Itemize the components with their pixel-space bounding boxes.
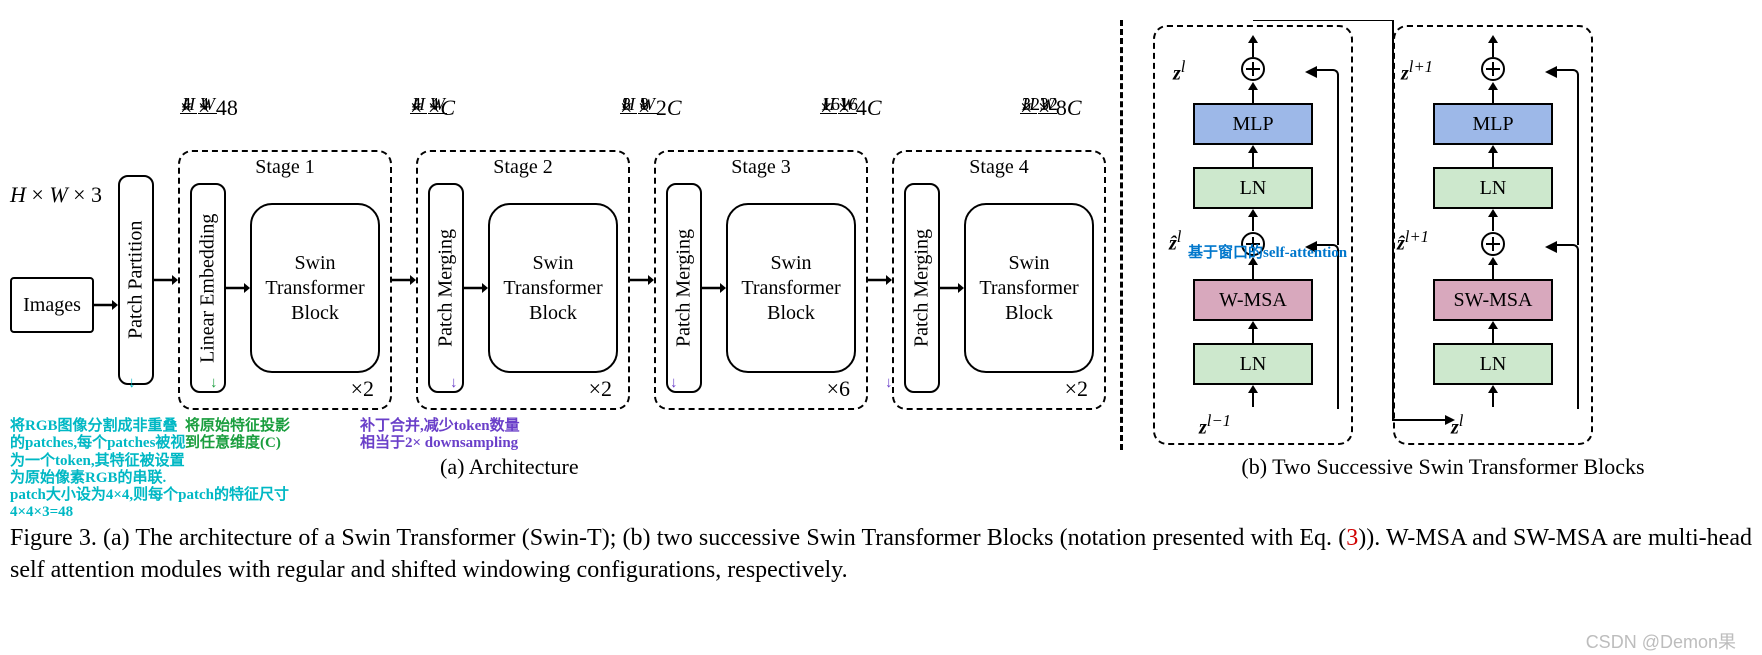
stage-mult: ×2 [589,376,612,402]
skip-connection [1553,244,1579,409]
patch-merging-box: Patch Merging [428,183,464,393]
z-l-label: zl [1173,57,1185,86]
swin-block: SwinTransformerBlock [726,203,856,373]
patch-partition-box: Patch Partition [118,175,154,385]
arrow-icon [868,279,892,281]
anno-arrow-down: ↓ [210,375,218,392]
stage-label: Stage 4 [894,156,1104,179]
patch-merging-box: Patch Merging [666,183,702,393]
anno-arrow-down: ↓ [885,375,893,392]
arrow-icon [464,287,488,289]
inter-block-connection [1243,20,1503,440]
stage-3: Stage 3 Patch Merging SwinTransformerBlo… [654,150,868,410]
arrow-icon [94,304,118,306]
linear-embedding-annotation: 将原始特征投影到任意维度(C) [185,418,335,453]
images-box: Images [10,277,94,333]
stage-2: Stage 2 Patch Merging SwinTransformerBlo… [416,150,630,410]
patch-merging-box: Patch Merging [904,183,940,393]
stage-mult: ×2 [351,376,374,402]
input-dim: H × W × 3 [10,182,102,208]
sub-caption-a: (a) Architecture [440,454,579,480]
z-l-1-label: zl−1 [1199,411,1231,440]
eq-ref: 3 [1346,525,1358,551]
arrow-icon [702,287,726,289]
caption-text: (a) The architecture of a Swin Transform… [103,525,1346,551]
stage-label: Stage 1 [180,156,390,179]
anno-arrow-down: ↓ [670,375,678,392]
stage-mult: ×2 [1065,376,1088,402]
anno-arrow-down: ↓ [128,375,136,392]
diagram-row: H4 × W4 × 48 H4 × W4 × C H8 × W8 × 2C H1… [10,10,1752,510]
architecture-diagram: H4 × W4 × 48 H4 × W4 × C H8 × W8 × 2C H1… [10,10,1110,510]
figure-3: H4 × W4 × 48 H4 × W4 × C H8 × W8 × 2C H1… [10,10,1752,587]
caption-prefix: Figure 3. [10,525,97,551]
zhat-l-label: ẑl [1169,227,1181,256]
separator [1120,20,1123,450]
arrow-icon [940,287,964,289]
arrow-icon [630,279,654,281]
skip-connection [1553,69,1579,245]
wmsa-annotation: 基于窗口的self-attention [1188,245,1388,262]
stage-1: Stage 1 Linear Embedding SwinTransformer… [178,150,392,410]
figure-caption: Figure 3. (a) The architecture of a Swin… [10,522,1752,587]
arrow-icon [392,279,416,281]
stage-label: Stage 2 [418,156,628,179]
architecture-flow: H × W × 3 Images Patch Partition Stage 1… [10,150,1106,410]
swin-block: SwinTransformerBlock [488,203,618,373]
arrow-icon [226,287,250,289]
linear-embedding-box: Linear Embedding [190,183,226,393]
arrow-left-icon [1545,65,1559,83]
watermark: CSDN @Demon果 [1586,630,1736,654]
stage-label: Stage 3 [656,156,866,179]
swin-block: SwinTransformerBlock [964,203,1094,373]
anno-arrow-down: ↓ [450,375,458,392]
arrow-left-icon [1545,240,1559,258]
stage-mult: ×6 [827,376,850,402]
swin-block: SwinTransformerBlock [250,203,380,373]
patch-merging-annotation: 补丁合并,减少token数量相当于2× downsampling [360,418,580,453]
blocks-diagram: zl MLP LN ẑl W-MSA LN zl−1 [1133,10,1753,510]
sub-caption-b: (b) Two Successive Swin Transformer Bloc… [1173,454,1713,480]
arrow-icon [154,279,178,281]
stage-4: Stage 4 Patch Merging SwinTransformerBlo… [892,150,1106,410]
